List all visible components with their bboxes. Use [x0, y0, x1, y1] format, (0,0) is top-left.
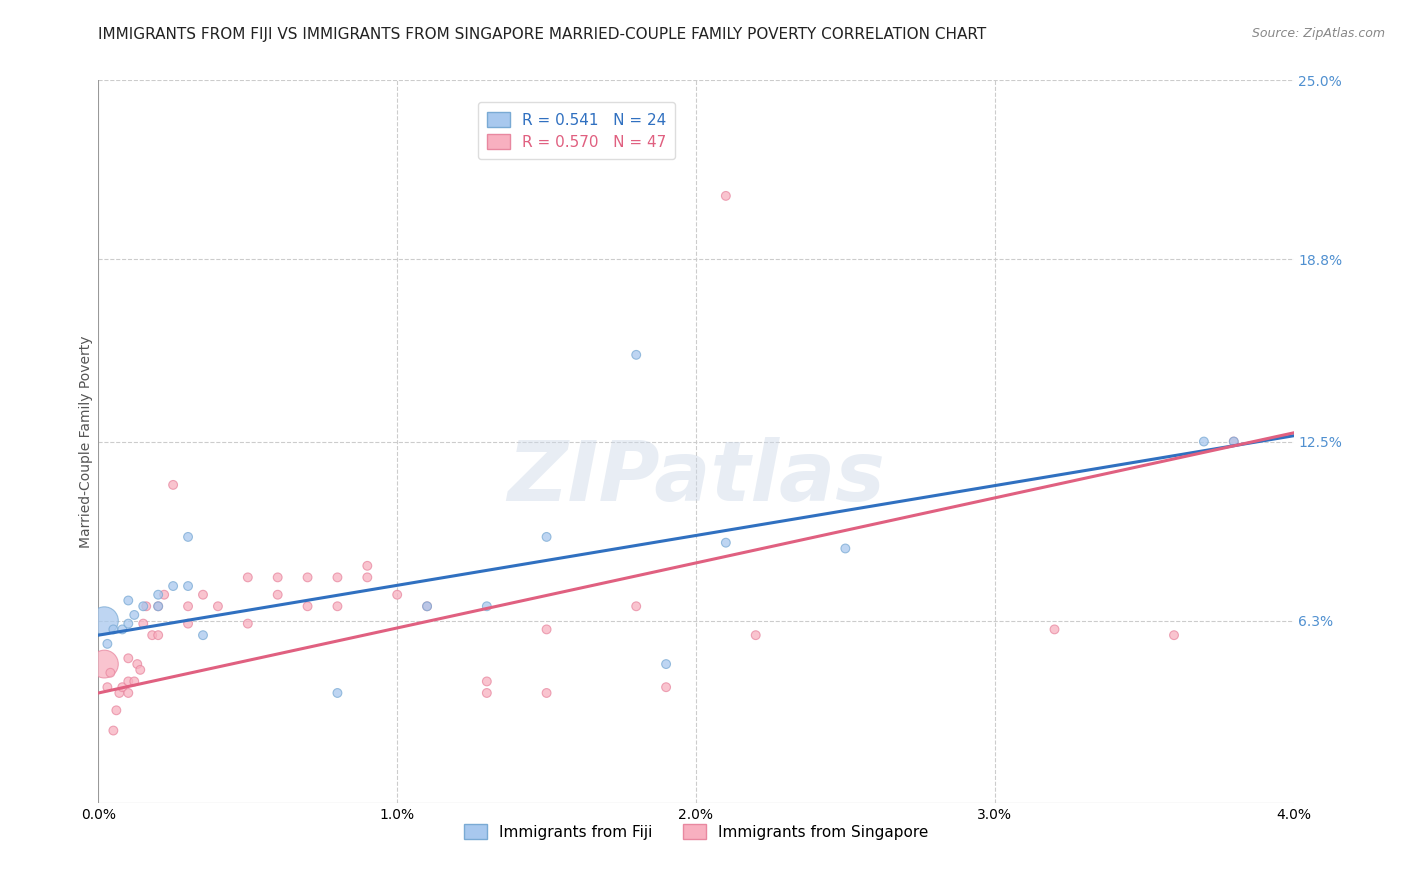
Point: [148, 599, 170, 614]
Point: [267, 588, 290, 602]
Text: IMMIGRANTS FROM FIJI VS IMMIGRANTS FROM SINGAPORE MARRIED-COUPLE FAMILY POVERTY : IMMIGRANTS FROM FIJI VS IMMIGRANTS FROM …: [98, 27, 987, 42]
Point: [475, 686, 498, 700]
Point: [117, 616, 139, 631]
Point: [177, 599, 200, 614]
Point: [416, 599, 439, 614]
Point: [356, 558, 378, 573]
Point: [536, 530, 558, 544]
Point: [626, 348, 648, 362]
Point: [236, 570, 259, 584]
Point: [236, 616, 259, 631]
Point: [714, 535, 737, 549]
Point: [385, 588, 409, 602]
Point: [141, 628, 163, 642]
Point: [135, 599, 157, 614]
Point: [105, 703, 128, 717]
Point: [177, 616, 200, 631]
Point: [536, 686, 558, 700]
Point: [96, 680, 118, 694]
Point: [655, 657, 678, 671]
Point: [111, 623, 134, 637]
Point: [475, 599, 498, 614]
Point: [191, 588, 214, 602]
Text: Source: ZipAtlas.com: Source: ZipAtlas.com: [1251, 27, 1385, 40]
Point: [177, 530, 200, 544]
Point: [103, 723, 125, 738]
Text: ZIPatlas: ZIPatlas: [508, 437, 884, 518]
Point: [267, 570, 290, 584]
Point: [117, 651, 139, 665]
Point: [117, 593, 139, 607]
Point: [127, 657, 149, 671]
Point: [1043, 623, 1066, 637]
Point: [162, 579, 184, 593]
Point: [148, 588, 170, 602]
Point: [148, 599, 170, 614]
Point: [326, 570, 349, 584]
Point: [153, 588, 176, 602]
Point: [626, 599, 648, 614]
Point: [111, 680, 134, 694]
Point: [98, 665, 122, 680]
Y-axis label: Married-Couple Family Poverty: Married-Couple Family Poverty: [79, 335, 93, 548]
Point: [132, 616, 155, 631]
Point: [96, 637, 118, 651]
Point: [714, 189, 737, 203]
Point: [124, 607, 146, 622]
Point: [93, 614, 115, 628]
Point: [132, 599, 155, 614]
Point: [207, 599, 229, 614]
Point: [326, 599, 349, 614]
Point: [475, 674, 498, 689]
Point: [117, 686, 139, 700]
Point: [129, 663, 152, 677]
Point: [103, 623, 125, 637]
Point: [536, 623, 558, 637]
Point: [1223, 434, 1246, 449]
Point: [177, 579, 200, 593]
Point: [834, 541, 856, 556]
Point: [356, 570, 378, 584]
Point: [326, 686, 349, 700]
Point: [162, 478, 184, 492]
Point: [1163, 628, 1185, 642]
Point: [416, 599, 439, 614]
Point: [117, 674, 139, 689]
Point: [148, 628, 170, 642]
Point: [297, 570, 319, 584]
Point: [108, 686, 131, 700]
Point: [297, 599, 319, 614]
Point: [1223, 434, 1246, 449]
Legend: Immigrants from Fiji, Immigrants from Singapore: Immigrants from Fiji, Immigrants from Si…: [457, 818, 935, 846]
Point: [93, 657, 115, 671]
Point: [191, 628, 214, 642]
Point: [1192, 434, 1215, 449]
Point: [745, 628, 768, 642]
Point: [124, 674, 146, 689]
Point: [655, 680, 678, 694]
